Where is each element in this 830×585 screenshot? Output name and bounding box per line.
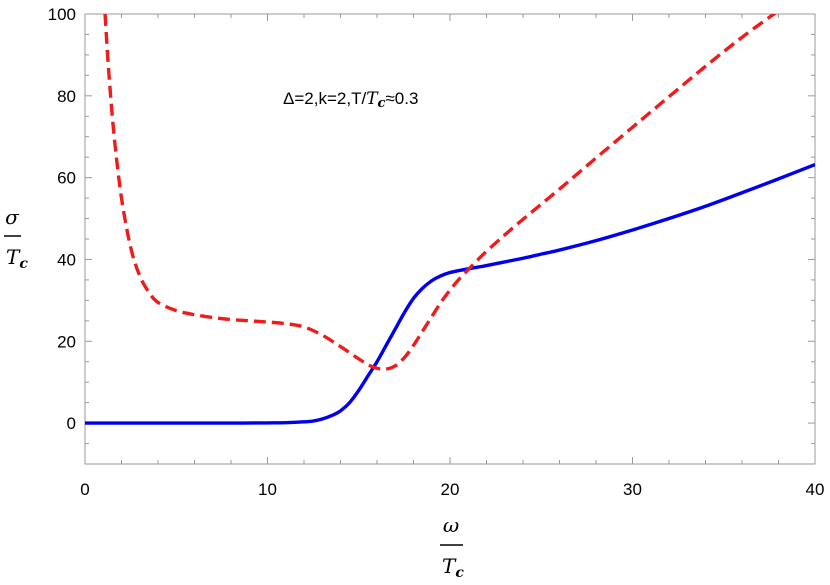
y-tick-label: 0 bbox=[67, 414, 76, 433]
annotation-sub: c bbox=[378, 96, 386, 111]
x-label-numerator: ω bbox=[443, 513, 459, 537]
plot-border bbox=[84, 13, 816, 465]
annotation-base: T bbox=[366, 89, 379, 109]
series-line-dashed bbox=[103, 14, 777, 371]
x-tick-label: 40 bbox=[806, 480, 825, 499]
y-label-denominator-base: T bbox=[6, 245, 21, 269]
parameter-annotation: Δ=2,k=2,T/Tc≈0.3 bbox=[283, 89, 418, 111]
x-tick-label: 10 bbox=[258, 480, 277, 499]
y-label-numerator: σ bbox=[5, 205, 20, 229]
y-tick-label: 60 bbox=[57, 169, 76, 188]
series-group bbox=[85, 14, 815, 425]
y-tick-label: 20 bbox=[57, 332, 76, 351]
x-axis-label: ω Tc bbox=[440, 513, 464, 581]
y-tick-label: 40 bbox=[57, 250, 76, 269]
y-tick-label: 100 bbox=[48, 5, 76, 24]
axis-ticks: 0 10 20 30 40 0 20 40 60 80 100 bbox=[48, 5, 825, 499]
y-label-denominator: Tc bbox=[6, 245, 28, 272]
x-label-denominator: Tc bbox=[442, 554, 464, 581]
y-axis-label: σ Tc bbox=[4, 205, 28, 272]
annotation-suffix: ≈0.3 bbox=[385, 89, 418, 108]
x-label-denominator-base: T bbox=[442, 554, 457, 578]
plot-frame bbox=[84, 13, 816, 465]
x-tick-label: 0 bbox=[80, 480, 89, 499]
y-tick-label: 80 bbox=[57, 87, 76, 106]
x-tick-label: 30 bbox=[623, 480, 642, 499]
x-label-denominator-sub: c bbox=[455, 565, 464, 581]
series-line-solid bbox=[85, 162, 815, 425]
y-label-denominator-sub: c bbox=[19, 256, 28, 272]
annotation-prefix: Δ=2,k=2,T/ bbox=[283, 89, 366, 108]
x-tick-label: 20 bbox=[441, 480, 460, 499]
